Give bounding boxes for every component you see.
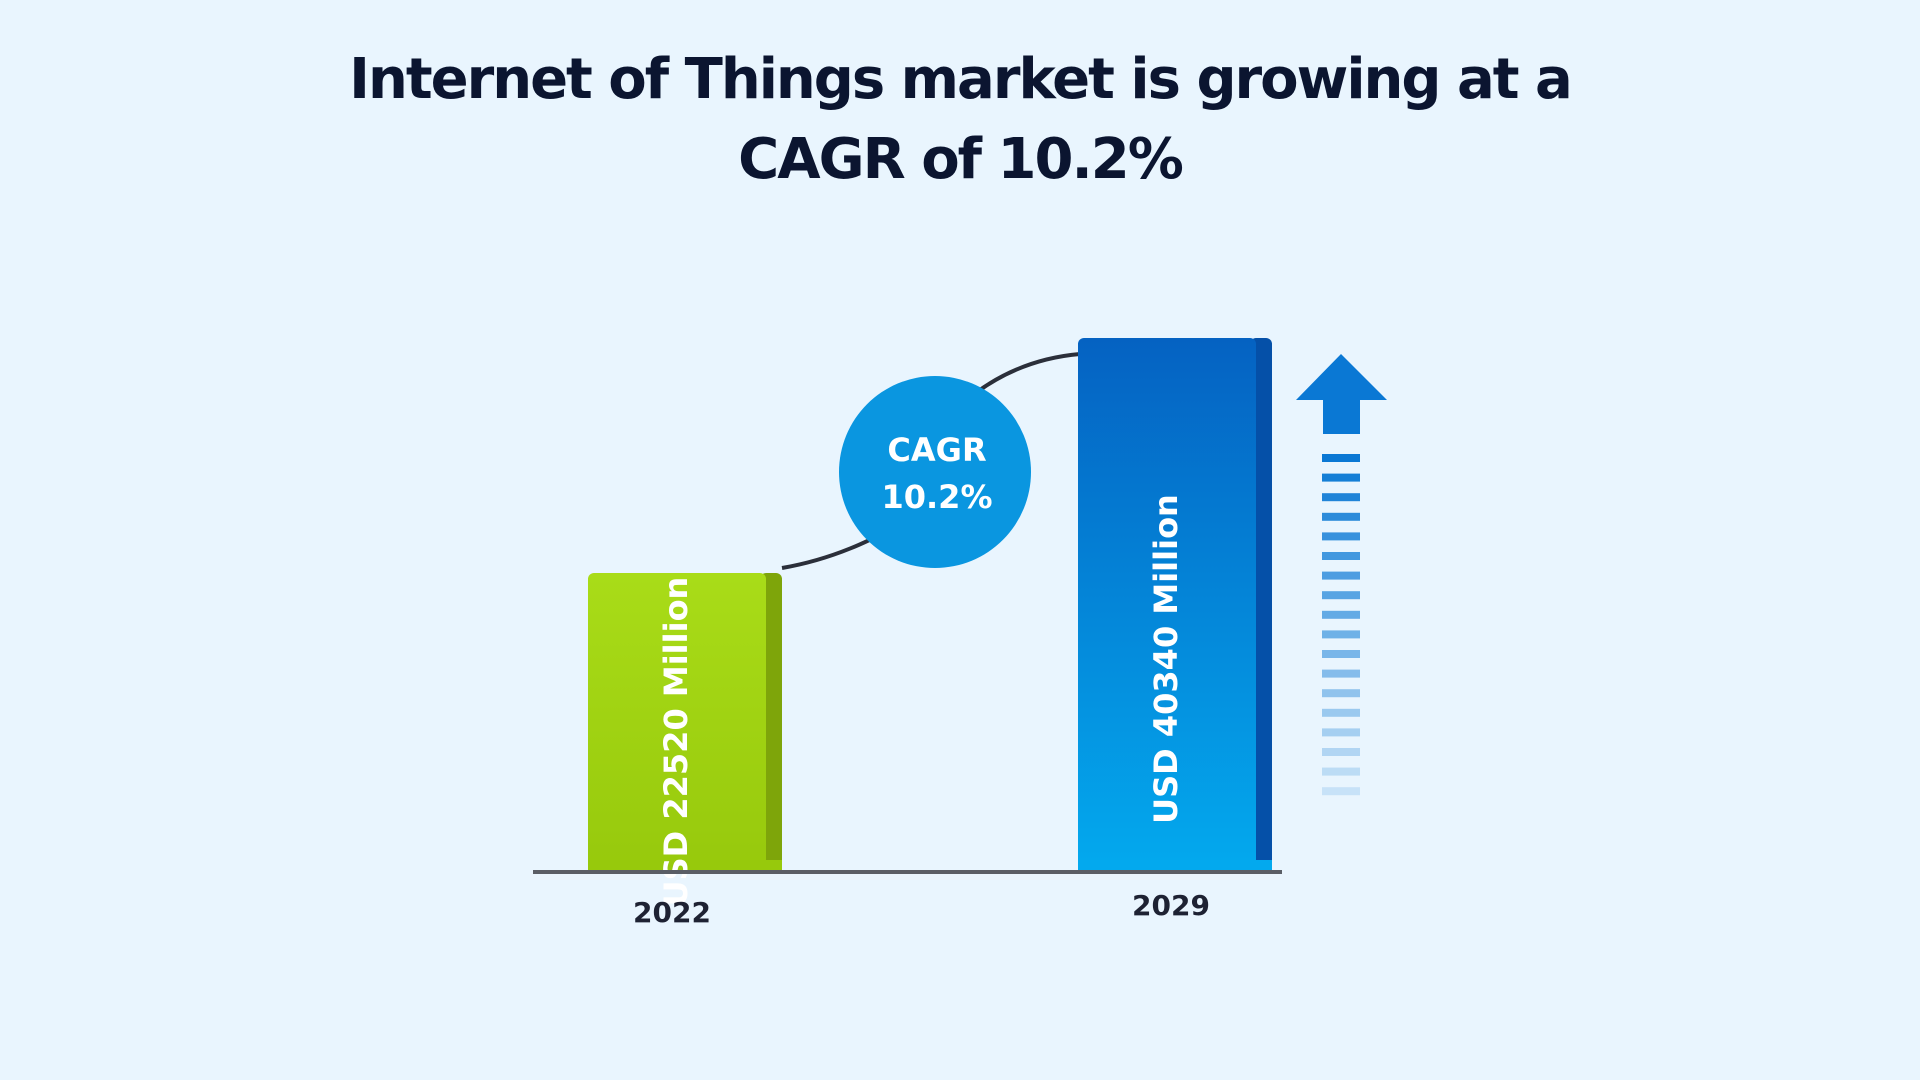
- arrow-dash: [1322, 610, 1360, 619]
- arrow-dash: [1322, 748, 1360, 756]
- x-tick-label-2029: 2029: [1132, 889, 1210, 922]
- arrow-dash: [1322, 669, 1360, 678]
- arrow-dash: [1322, 571, 1360, 580]
- title-line-1: Internet of Things market is growing at …: [349, 47, 1573, 112]
- bar-2022: [588, 573, 766, 870]
- arrow-dash: [1322, 454, 1360, 462]
- arrow-dash: [1322, 493, 1360, 502]
- bars-group: USD 22520 Million USD 40340 Million: [588, 338, 1272, 906]
- arrow-dash: [1322, 708, 1360, 717]
- arrow-dash: [1322, 552, 1360, 560]
- bar-2029: [1078, 338, 1256, 870]
- arrow-dash: [1322, 473, 1360, 482]
- title-line-2: CAGR of 10.2%: [738, 127, 1184, 192]
- bar-2022-value-label: USD 22520 Million: [657, 577, 695, 907]
- cagr-badge: [839, 376, 1031, 568]
- growth-arrow-icon: [1296, 354, 1387, 796]
- cagr-badge-label: CAGR: [887, 431, 986, 469]
- cagr-badge-value: 10.2%: [881, 478, 992, 516]
- bar-2029-value-label: USD 40340 Million: [1147, 494, 1185, 824]
- arrow-dash: [1322, 728, 1360, 737]
- arrow-dash: [1322, 767, 1360, 776]
- arrow-dash: [1322, 591, 1360, 600]
- arrow-dash: [1322, 532, 1360, 541]
- growth-connector-curve-upper: [975, 352, 1081, 394]
- arrow-dash: [1322, 512, 1360, 521]
- arrow-dash: [1322, 787, 1360, 796]
- arrow-dash: [1322, 630, 1360, 639]
- bar-2029-base: [1078, 860, 1272, 870]
- arrow-dash: [1322, 650, 1360, 658]
- x-tick-label-2022: 2022: [633, 896, 711, 929]
- bar-2022-base: [588, 860, 782, 870]
- page-title: Internet of Things market is growing at …: [0, 40, 1920, 200]
- arrow-dash: [1322, 689, 1360, 698]
